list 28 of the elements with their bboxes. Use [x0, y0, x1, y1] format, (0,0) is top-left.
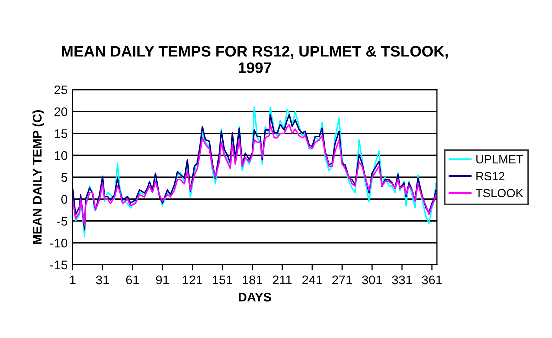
y-tick-label: 25	[54, 86, 68, 95]
x-tick-label: 301	[362, 276, 382, 285]
x-tick-label: 361	[422, 276, 442, 285]
x-tick-label: 151	[213, 276, 232, 285]
x-tick-label: 61	[126, 276, 140, 285]
x-tick-label: 1	[70, 276, 76, 284]
y-tick-label: 15	[55, 130, 68, 138]
x-tick-label: 331	[392, 276, 412, 285]
legend-label: UPLMET	[476, 155, 524, 164]
x-tick-label: 271	[332, 276, 352, 284]
legend-label: TSLOOK	[476, 189, 524, 198]
y-tick-label: 5	[62, 173, 68, 182]
legend-label: RS12	[476, 172, 505, 181]
y-tick-label: 20	[54, 108, 68, 116]
x-tick-label: 31	[96, 276, 110, 285]
y-axis-title: MEAN DAILY TEMP (C)	[32, 110, 44, 244]
x-tick-label: 121	[183, 276, 202, 284]
y-tick-label: 10	[55, 151, 68, 160]
y-tick-label: -15	[50, 260, 68, 270]
x-tick-label: 181	[243, 276, 262, 285]
x-tick-label: 91	[156, 276, 170, 285]
x-axis-title: DAYS	[239, 292, 272, 302]
y-tick-label: -5	[57, 217, 68, 226]
x-tick-label: 241	[302, 276, 322, 284]
y-tick-label: -10	[50, 238, 68, 248]
y-tick-label: 0	[62, 195, 68, 204]
x-tick-label: 211	[273, 276, 292, 284]
chart-title: MEAN DAILY TEMPS FOR RS12, UPLMET & TSLOOK, 1997	[62, 46, 448, 74]
